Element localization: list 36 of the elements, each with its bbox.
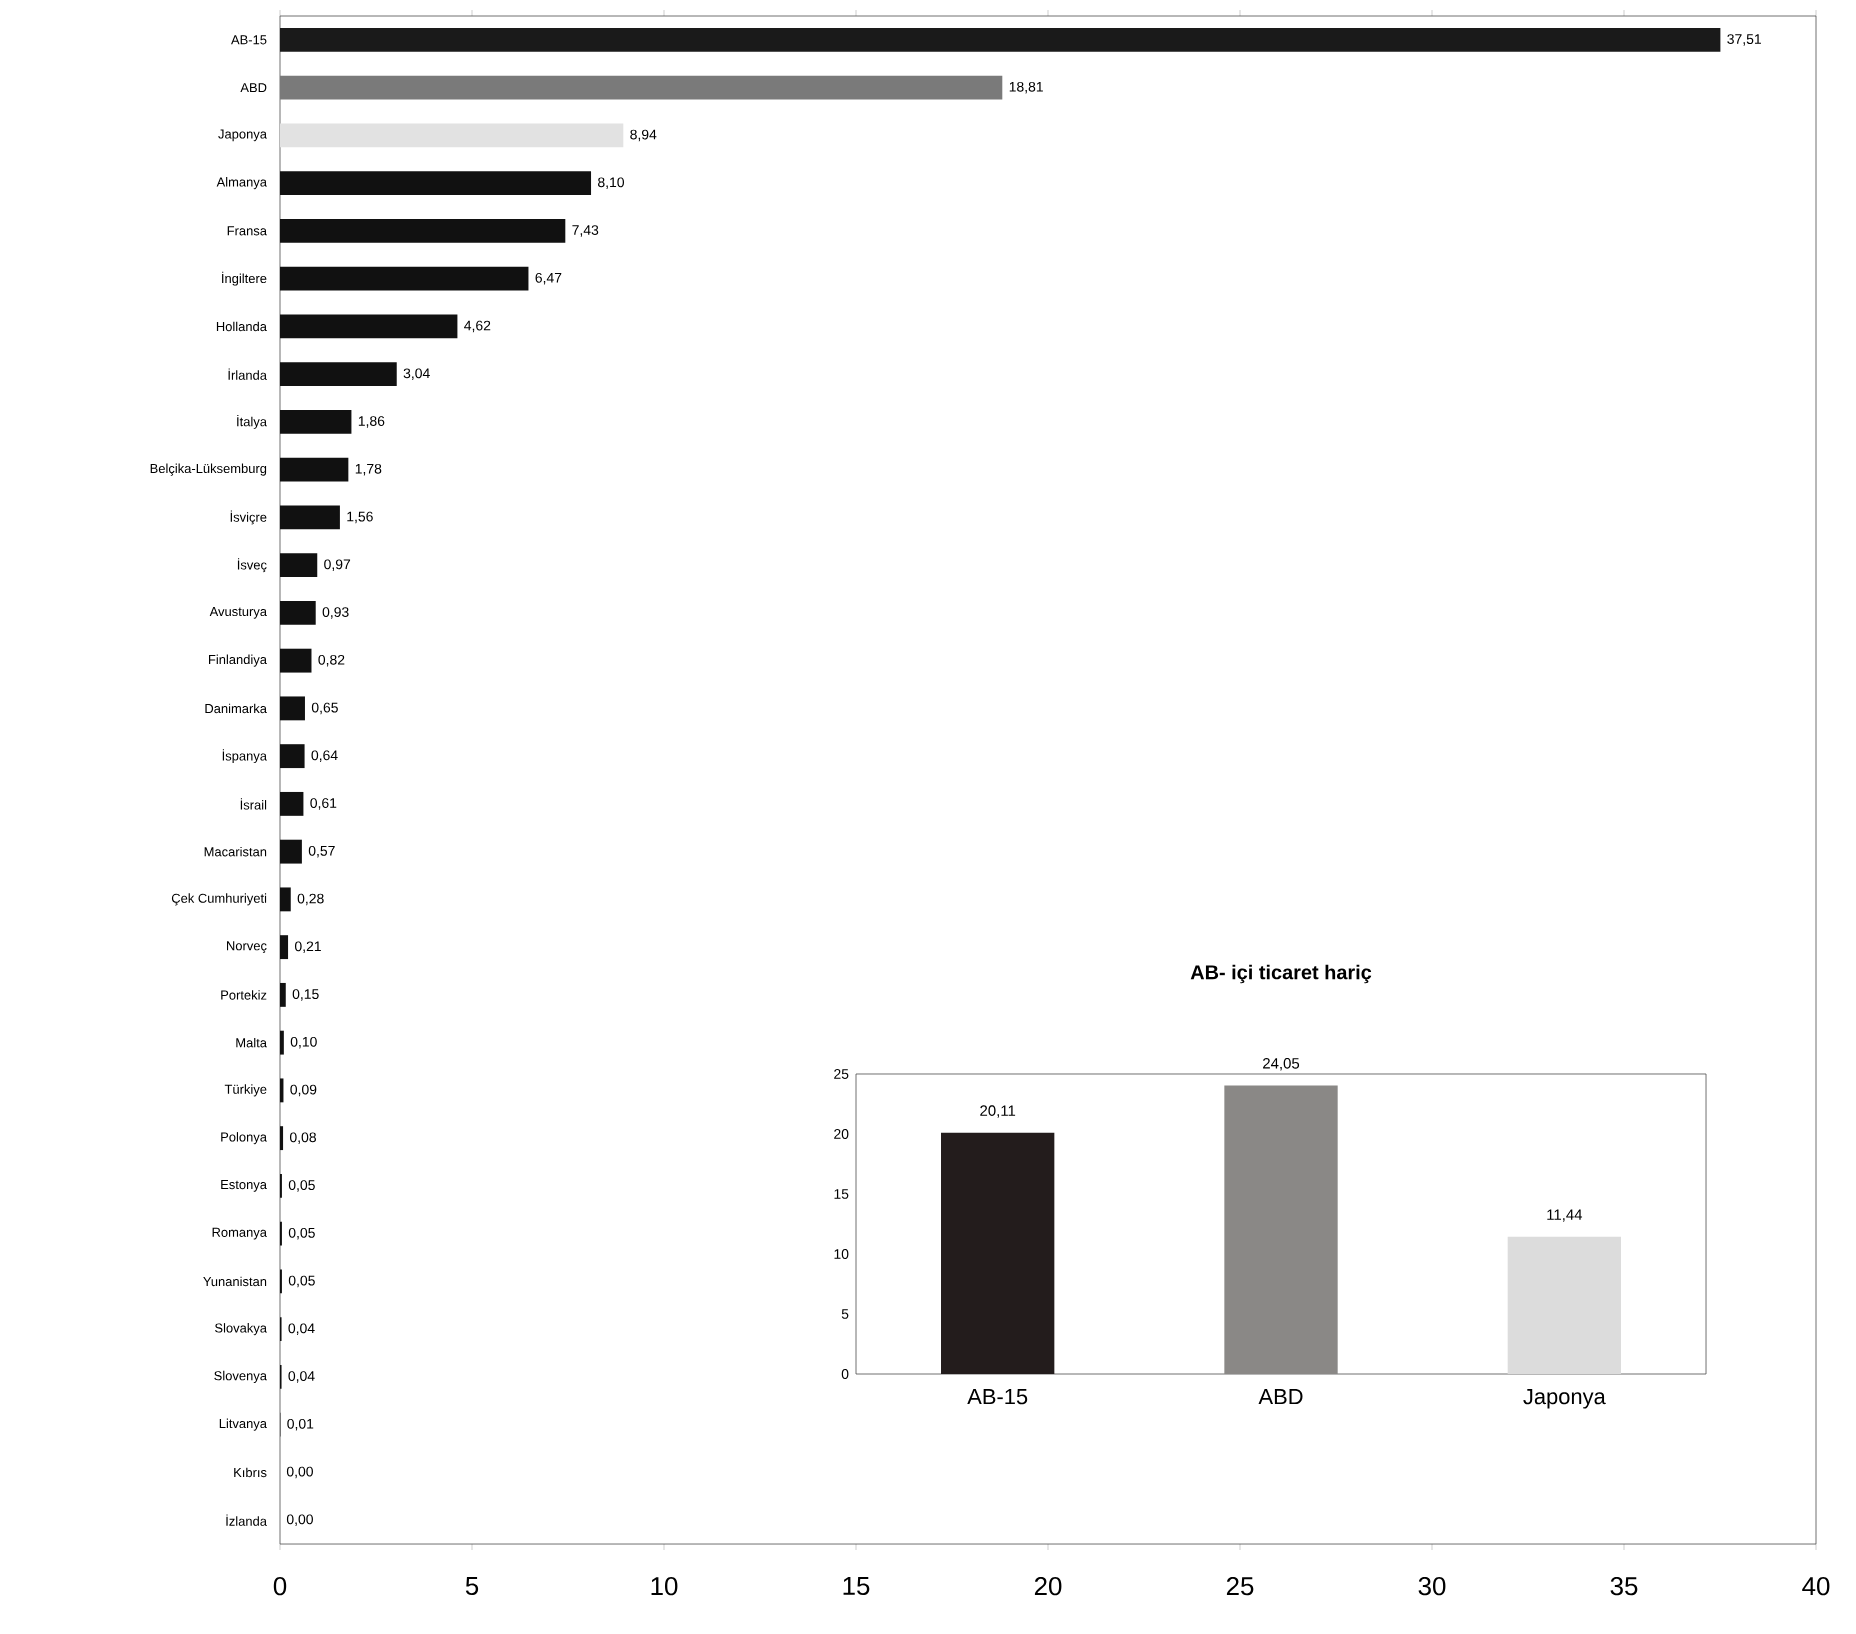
bar [280,982,286,1007]
chart-title: AB- içi ticaret hariç [1190,964,1372,984]
bar [280,171,592,196]
bar [1507,1236,1622,1374]
x-tick-label: 35 [1610,1576,1638,1596]
bar [280,505,340,530]
bar [280,887,291,912]
x-tick-label: 40 [1802,1576,1830,1596]
bar [280,600,316,625]
bar [280,553,318,578]
bar [280,696,305,721]
bar [280,75,1003,100]
x-tick-label: 5 [465,1576,479,1596]
x-tick-label: 25 [1226,1576,1254,1596]
x-tick-label: 10 [651,1576,678,1596]
x-tick-label: 0 [273,1576,287,1596]
bar [280,791,304,816]
bar [280,457,349,482]
bar [280,744,305,769]
bar [280,314,458,339]
bar [280,409,352,434]
bar [280,27,1721,52]
x-tick-label: AB-15 [967,1389,1028,1405]
x-tick-label: Japonya [1523,1389,1606,1409]
bar [280,218,566,243]
x-tick-label: 30 [1418,1576,1446,1596]
bar [280,362,397,387]
bar [280,935,289,960]
x-tick-label: ABD [1258,1389,1303,1405]
bar [280,839,302,864]
bar [941,1132,1055,1374]
bar [280,266,529,291]
bar [280,123,624,148]
x-tick-label: 20 [1034,1576,1062,1596]
bar [280,648,312,673]
bar [1224,1085,1338,1374]
